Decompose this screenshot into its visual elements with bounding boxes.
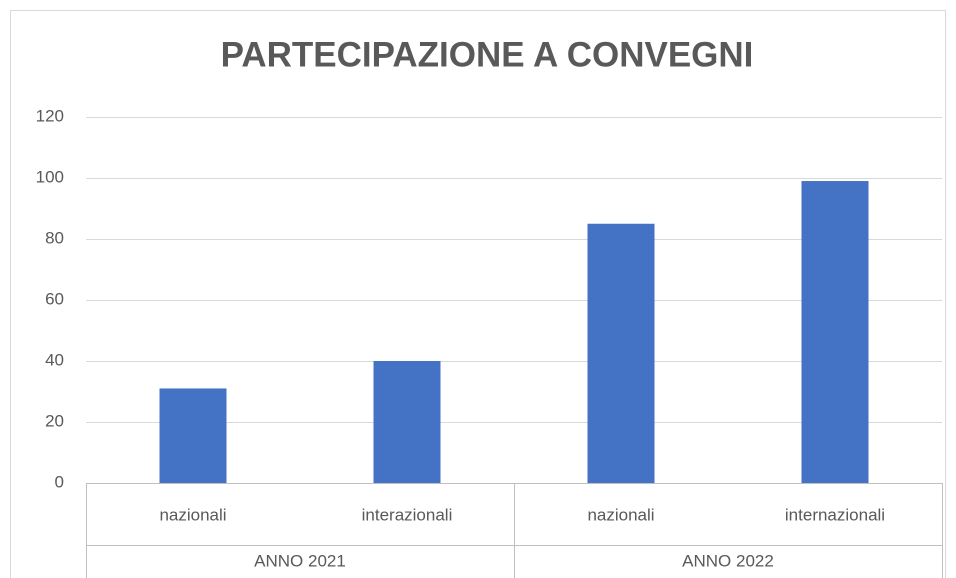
y-tick-label: 100 (36, 167, 64, 186)
x-tick-label: nazionali (159, 505, 226, 524)
chart-border (10, 10, 946, 578)
y-tick-label: 40 (45, 350, 64, 369)
group-label: ANNO 2022 (682, 551, 774, 570)
chart-title: PARTECIPAZIONE A CONVEGNI (221, 35, 754, 74)
bar (373, 361, 441, 483)
bar (587, 223, 655, 483)
bar (801, 181, 869, 484)
x-tick-label: nazionali (587, 505, 654, 524)
x-tick-label: internazionali (785, 505, 885, 524)
y-tick-label: 0 (55, 472, 64, 491)
bar (159, 388, 227, 483)
y-tick-label: 20 (45, 411, 64, 430)
y-tick-label: 60 (45, 289, 64, 308)
y-tick-label: 120 (36, 106, 64, 125)
y-tick-label: 80 (45, 228, 64, 247)
group-label: ANNO 2021 (254, 551, 346, 570)
x-tick-label: interazionali (362, 505, 453, 524)
